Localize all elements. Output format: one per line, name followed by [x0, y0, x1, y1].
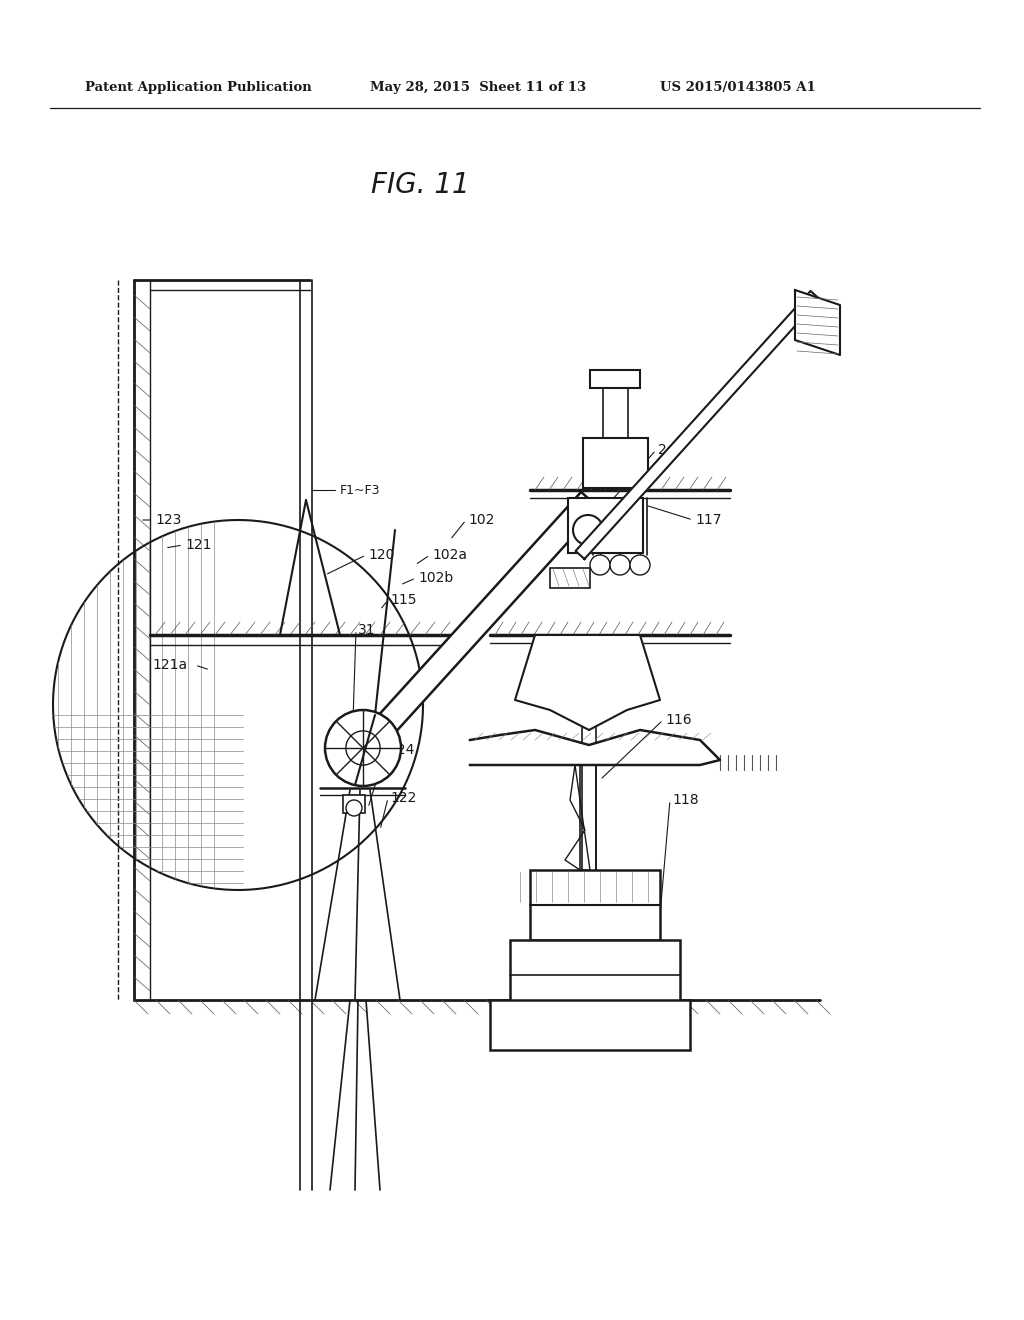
Text: May 28, 2015  Sheet 11 of 13: May 28, 2015 Sheet 11 of 13: [370, 82, 586, 95]
Circle shape: [590, 554, 610, 576]
Bar: [510, 940, 680, 1045]
Polygon shape: [336, 492, 599, 777]
Bar: [343, 795, 365, 813]
Bar: [590, 370, 640, 388]
Text: 118: 118: [672, 793, 698, 807]
Circle shape: [573, 515, 603, 545]
Bar: [568, 498, 643, 553]
Text: FIG. 11: FIG. 11: [371, 172, 469, 199]
Text: 117: 117: [695, 513, 722, 527]
Text: 102a: 102a: [432, 548, 467, 562]
Text: 120: 120: [368, 548, 394, 562]
Text: F1~F3: F1~F3: [340, 483, 381, 496]
Polygon shape: [515, 635, 660, 730]
Bar: [583, 438, 648, 488]
Bar: [530, 870, 660, 940]
Text: 122: 122: [390, 791, 417, 805]
Text: 31: 31: [358, 623, 376, 638]
Text: 121a: 121a: [152, 657, 187, 672]
Bar: [490, 1001, 690, 1049]
Polygon shape: [795, 290, 840, 355]
Text: 124: 124: [388, 743, 415, 756]
Circle shape: [346, 800, 362, 816]
Text: 102b: 102b: [418, 572, 454, 585]
Text: 123: 123: [155, 513, 181, 527]
Polygon shape: [470, 730, 720, 766]
Text: US 2015/0143805 A1: US 2015/0143805 A1: [660, 82, 816, 95]
Polygon shape: [575, 290, 819, 560]
Text: 24: 24: [658, 444, 676, 457]
Polygon shape: [53, 520, 423, 890]
Circle shape: [325, 710, 401, 785]
Circle shape: [610, 554, 630, 576]
Text: 116: 116: [665, 713, 691, 727]
Text: 102: 102: [468, 513, 495, 527]
Bar: [550, 568, 590, 587]
Circle shape: [630, 554, 650, 576]
Text: 121: 121: [185, 539, 212, 552]
Text: Patent Application Publication: Patent Application Publication: [85, 82, 311, 95]
Text: 115: 115: [390, 593, 417, 607]
